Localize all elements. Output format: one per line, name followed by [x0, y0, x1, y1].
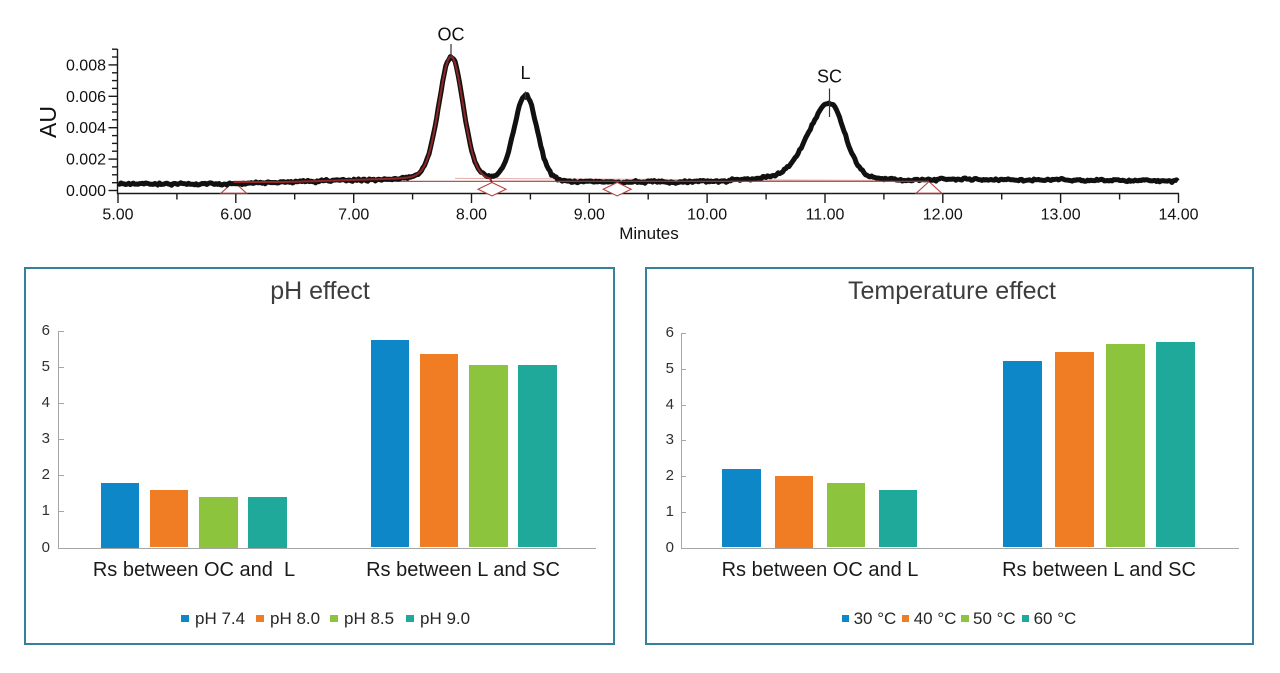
svg-text:9.00: 9.00: [574, 207, 605, 224]
svg-text:10.00: 10.00: [687, 207, 727, 224]
svg-text:0.000: 0.000: [66, 183, 106, 200]
svg-text:AU: AU: [35, 106, 61, 138]
svg-text:6.00: 6.00: [220, 207, 251, 224]
svg-text:SC: SC: [817, 67, 842, 87]
svg-text:11.00: 11.00: [806, 207, 845, 224]
svg-text:7.00: 7.00: [338, 207, 369, 224]
svg-text:0.008: 0.008: [66, 57, 106, 74]
svg-text:14.00: 14.00: [1158, 207, 1198, 224]
svg-text:0.002: 0.002: [66, 152, 106, 169]
svg-text:Minutes: Minutes: [619, 224, 679, 243]
svg-text:12.00: 12.00: [923, 207, 963, 224]
svg-text:0.006: 0.006: [66, 89, 106, 106]
svg-text:L: L: [520, 63, 530, 83]
svg-text:0.004: 0.004: [66, 120, 106, 137]
svg-text:5.00: 5.00: [102, 207, 133, 224]
svg-text:OC: OC: [438, 25, 465, 45]
svg-text:8.00: 8.00: [456, 207, 487, 224]
svg-text:13.00: 13.00: [1041, 207, 1081, 224]
